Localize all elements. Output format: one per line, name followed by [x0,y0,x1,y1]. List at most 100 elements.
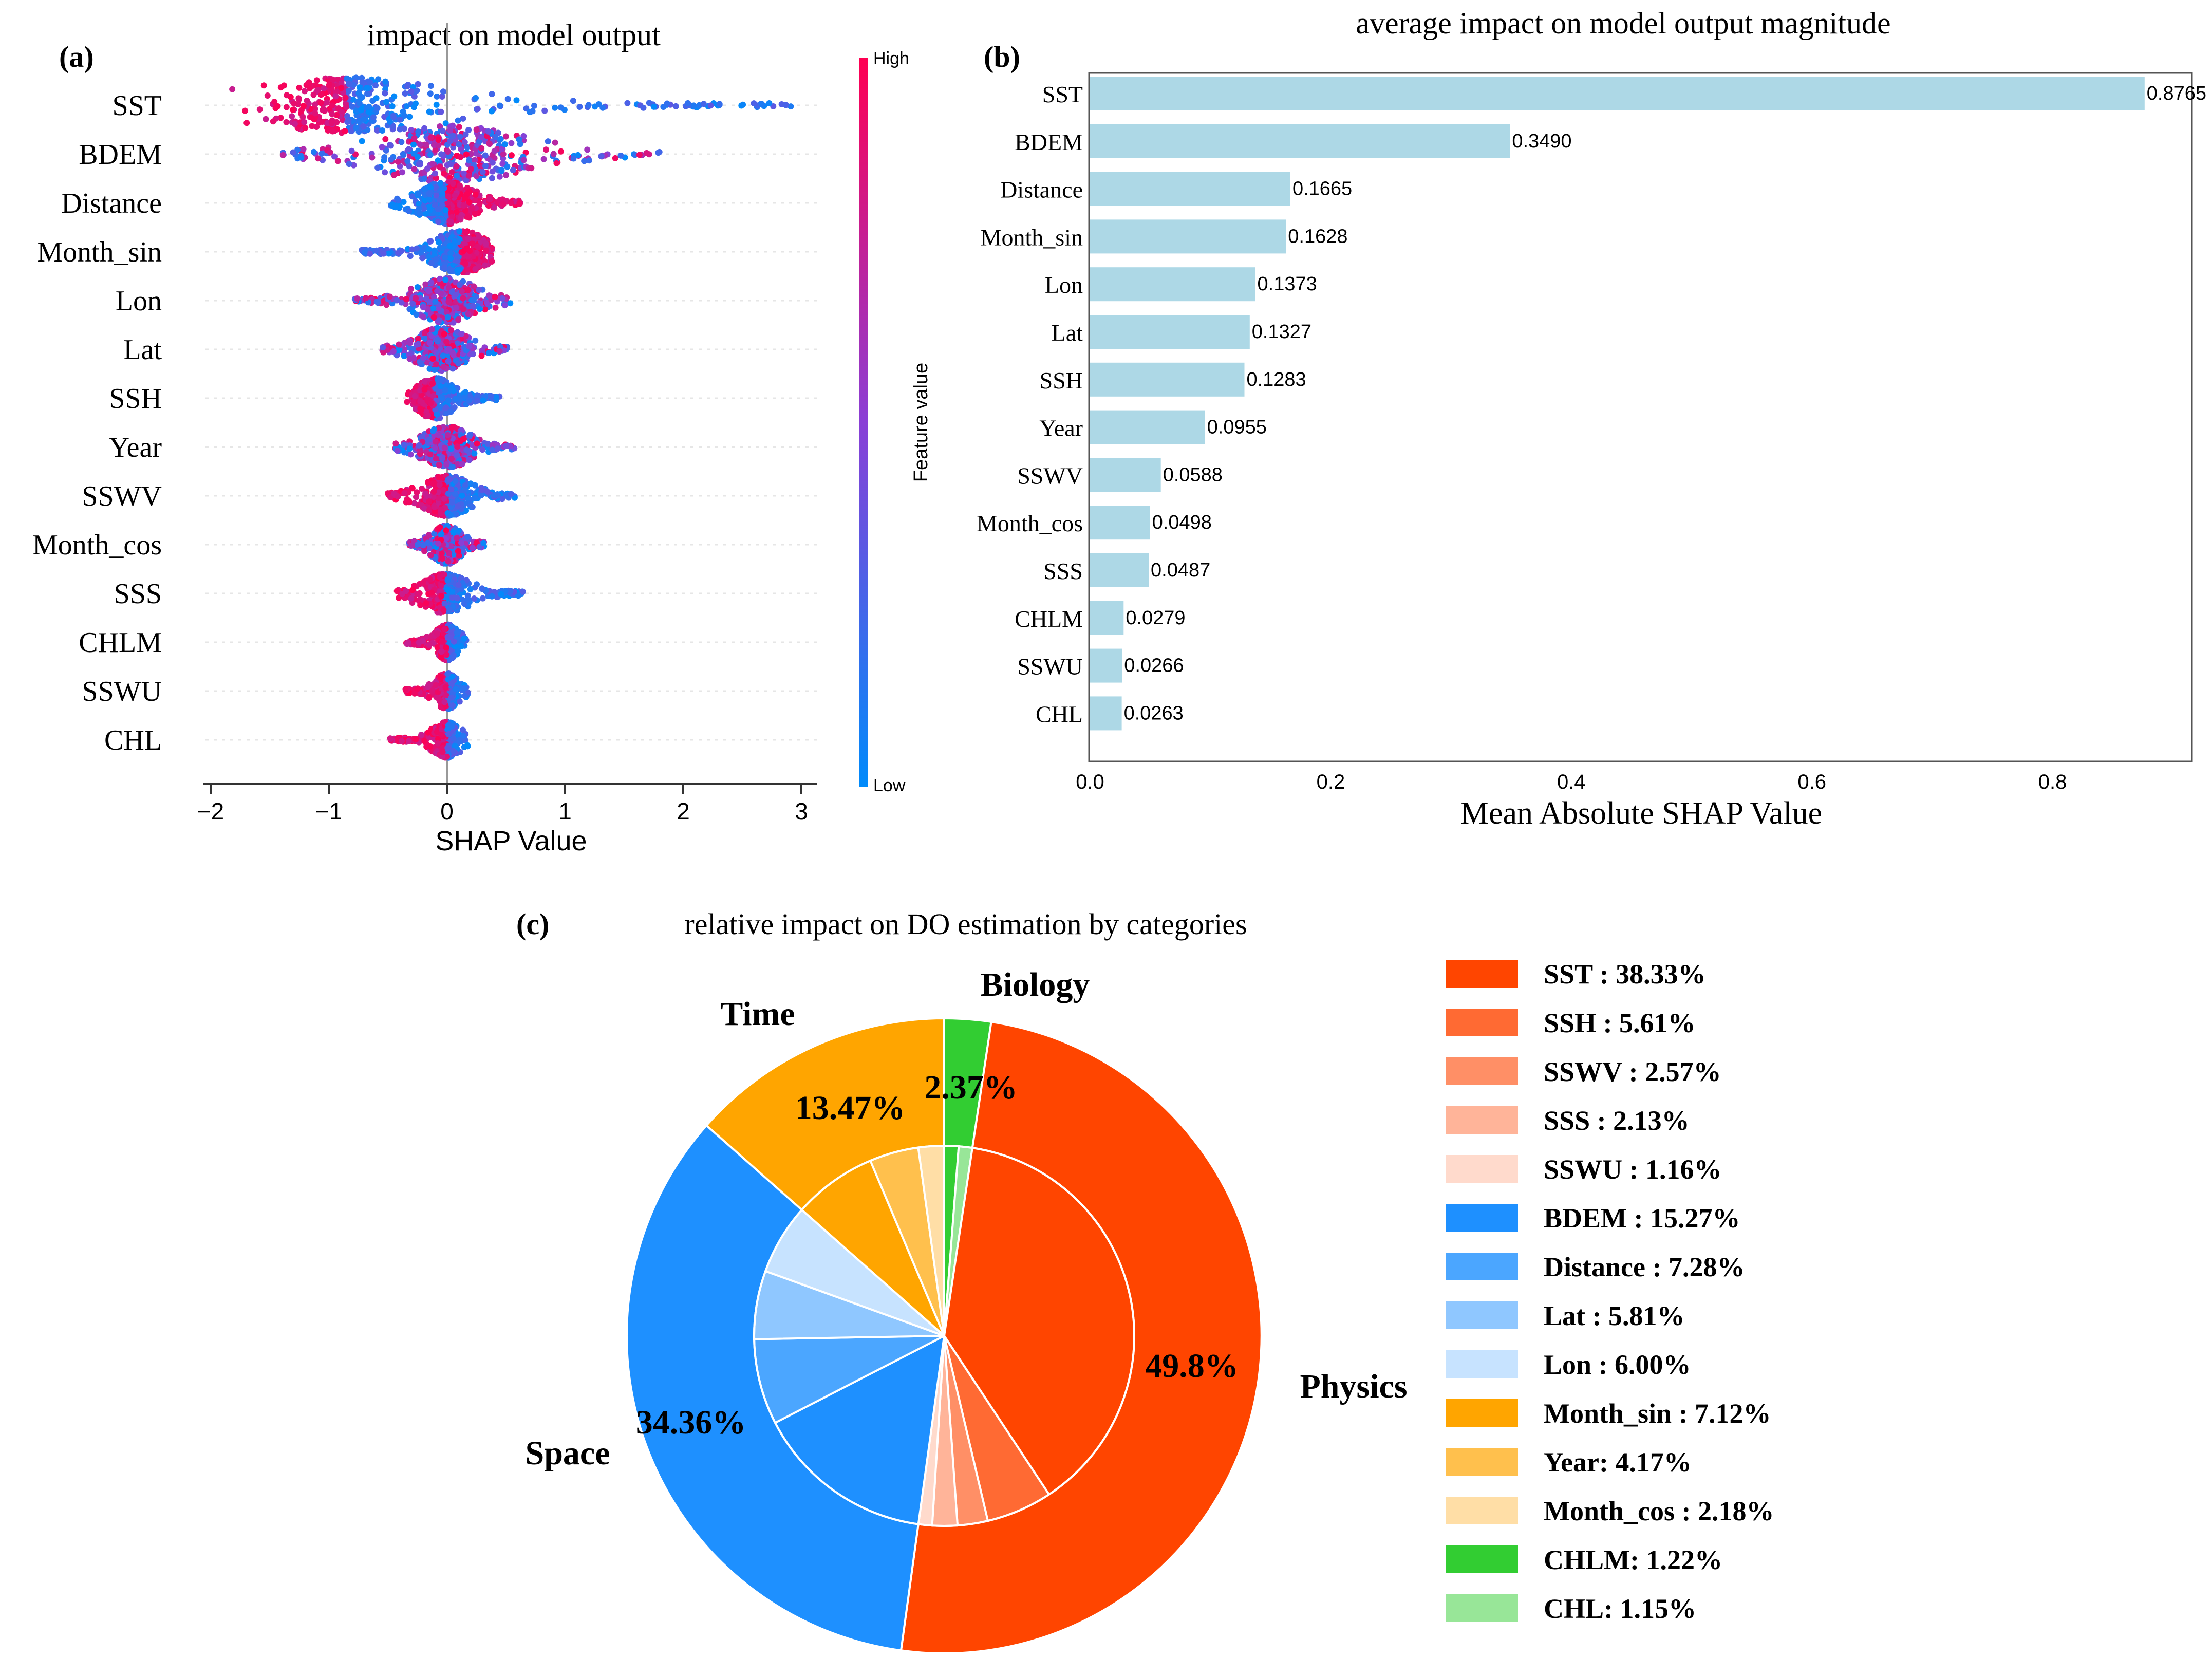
beeswarm-point [453,209,460,215]
beeswarm-point [476,544,483,550]
beeswarm-point [492,134,499,140]
beeswarm-point [465,172,472,179]
beeswarm-point [788,103,794,110]
beeswarm-point [416,201,422,208]
beeswarm-point [471,595,477,602]
beeswarm-point [461,240,468,247]
beeswarm-point [390,114,397,121]
beeswarm-point [543,146,549,153]
beeswarm-point [421,175,428,182]
beeswarm-point [317,100,324,106]
beeswarm-point [329,110,335,117]
beeswarm-point [447,127,454,134]
beeswarm-point [409,246,415,253]
beeswarm-point [447,138,454,144]
beeswarm-point [403,296,409,303]
beeswarm-point [295,96,302,103]
beeswarm-point [435,142,442,148]
beeswarm-point [406,163,413,170]
beeswarm-point [477,306,483,312]
beeswarm-point [472,337,479,344]
beeswarm-point [433,361,439,368]
beeswarm-point [264,92,271,99]
beeswarm-point [474,397,481,404]
beeswarm-point [455,461,461,468]
beeswarm-point [442,254,448,261]
beeswarm-point [452,478,459,485]
beeswarm-point [427,152,434,158]
beeswarm-point [422,281,429,288]
beeswarm-point [470,253,477,260]
beeswarm-point [394,195,401,202]
beeswarm-point [414,489,420,496]
beeswarm-point [445,193,452,200]
beeswarm-point [395,347,402,353]
beeswarm-point [355,90,362,97]
beeswarm-point [520,133,527,139]
beeswarm-point [438,234,445,240]
beeswarm-point [409,587,416,593]
beeswarm-point [408,127,415,134]
beeswarm-point [474,440,480,447]
beeswarm-point [310,91,317,98]
beeswarm-point [489,593,495,600]
beeswarm-point [766,100,773,106]
beeswarm-point [416,442,422,449]
beeswarm-point [381,154,388,160]
beeswarm-point [406,445,413,452]
beeswarm-point [440,196,446,203]
beeswarm-point [445,558,452,565]
beeswarm-point [443,404,449,411]
beeswarm-point [464,213,471,219]
beeswarm-point [540,156,547,162]
beeswarm-point [437,573,443,580]
beeswarm-point [446,346,453,352]
beeswarm-point [422,336,428,342]
beeswarm-point [541,107,548,114]
beeswarm-point [289,106,296,113]
beeswarm-point [436,424,442,431]
beeswarm-point [359,138,365,144]
beeswarm-point [632,152,639,158]
beeswarm-point [411,500,418,507]
beeswarm-point [302,124,309,131]
beeswarm-point [445,148,452,155]
beeswarm-point [398,139,405,145]
beeswarm-point [707,102,714,109]
beeswarm-point [283,119,290,125]
beeswarm-point [442,276,449,283]
beeswarm-point [429,161,436,167]
beeswarm-point [299,114,306,120]
beeswarm-point [460,202,467,209]
beeswarm-point [426,108,433,115]
beeswarm-point [445,490,452,497]
beeswarm-point [453,172,460,179]
beeswarm-point [495,445,501,452]
beeswarm-point [350,118,356,124]
beeswarm-point [408,542,415,549]
beeswarm-point [442,259,448,266]
beeswarm-point [407,340,414,346]
beeswarm-point [426,196,433,203]
beeswarm-point [460,115,466,122]
beeswarm-point [438,506,444,513]
beeswarm-point [508,199,514,206]
beeswarm-point [496,348,503,355]
beeswarm-point [441,444,448,451]
beeswarm-point [298,154,305,161]
beeswarm-point [296,84,303,91]
beeswarm-point [432,170,438,177]
beeswarm-point [499,160,506,167]
beeswarm-point [462,195,468,201]
beeswarm-point [444,432,451,438]
beeswarm-point [354,295,360,302]
beeswarm-point [441,600,448,607]
beeswarm-point [482,163,489,170]
beeswarm-point [413,100,419,107]
beeswarm-point [283,104,290,110]
beeswarm-point [400,152,407,158]
beeswarm-point [447,161,454,167]
beeswarm-point [379,127,386,134]
beeswarm-point [329,102,335,109]
